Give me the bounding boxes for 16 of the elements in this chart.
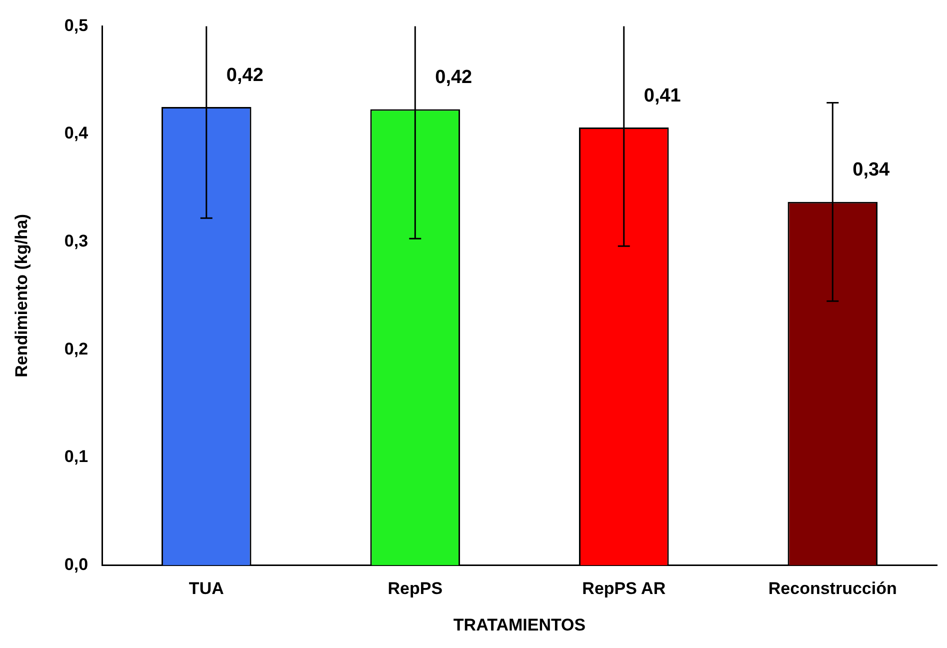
y-tick-label: 0,0	[64, 554, 88, 574]
data-label: 0,42	[435, 66, 472, 88]
y-tick-label: 0,2	[64, 339, 88, 358]
x-tick-label: Reconstrucción	[768, 579, 897, 598]
y-tick-label: 0,1	[64, 447, 88, 466]
data-label: 0,42	[226, 64, 264, 86]
x-tick-label: TUA	[188, 579, 224, 598]
data-label: 0,34	[852, 160, 890, 181]
y-axis-title: Rendimiento (kg/ha)	[12, 214, 31, 378]
x-tick-label: RepPS	[388, 579, 443, 598]
y-tick-label: 0,3	[64, 231, 88, 250]
x-axis-title: TRATAMIENTOS	[453, 615, 586, 634]
data-label: 0,41	[644, 85, 682, 106]
x-tick-label: RepPS AR	[582, 579, 666, 598]
y-tick-label: 0,4	[64, 124, 89, 143]
y-tick-label: 0,5	[64, 16, 88, 35]
